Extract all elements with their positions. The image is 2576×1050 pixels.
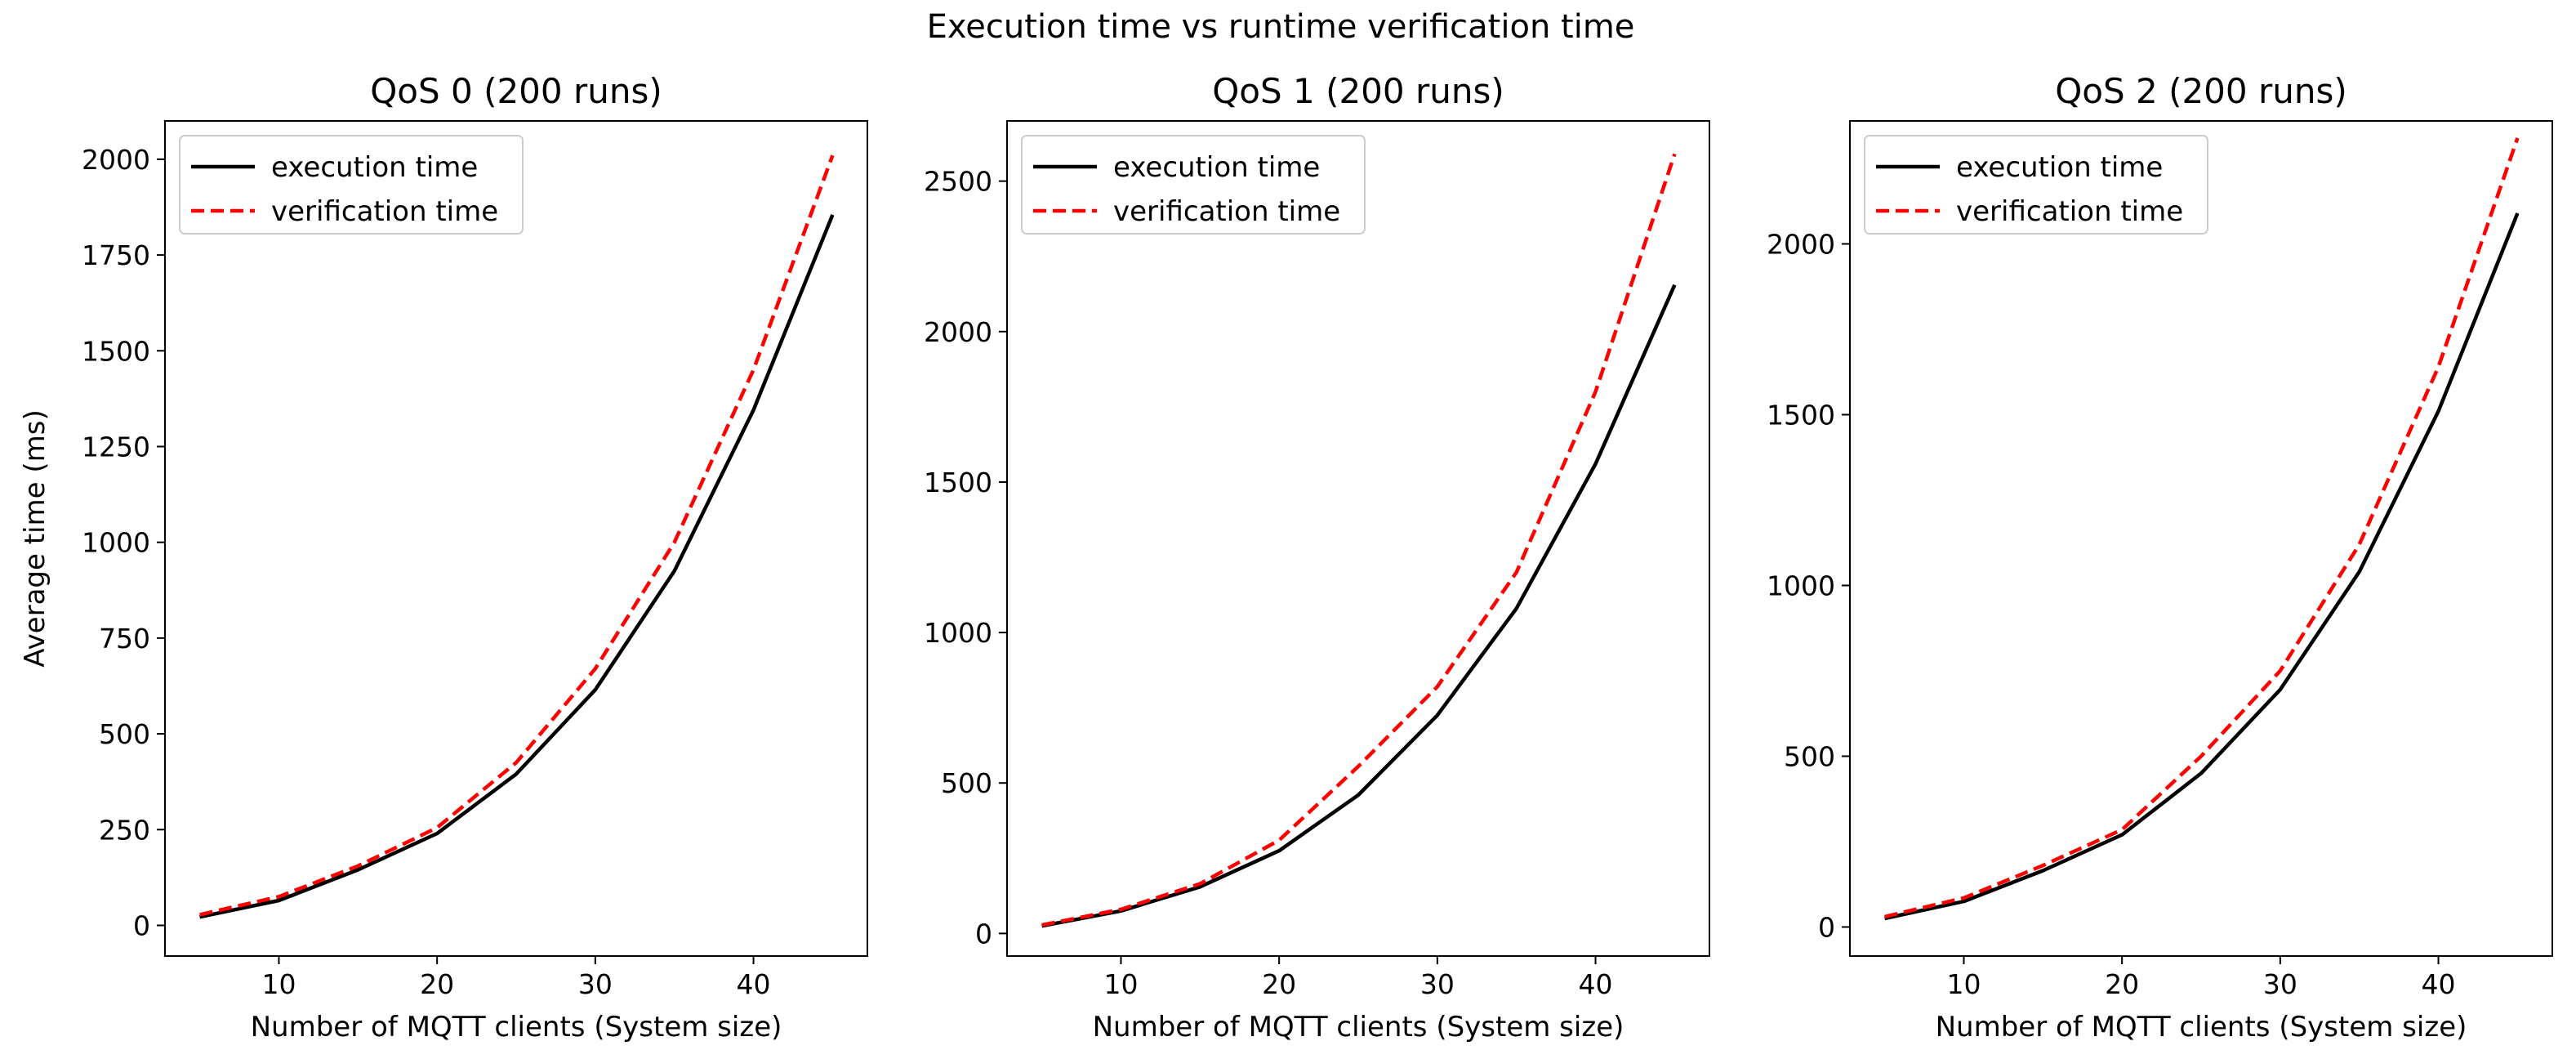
- plot-frame: [1006, 120, 1710, 957]
- x-tick-label: 30: [1420, 968, 1455, 1000]
- x-tick-label: 40: [737, 968, 771, 1000]
- y-axis-label: Average time (ms): [19, 409, 51, 667]
- figure-title: Execution time vs runtime verification t…: [927, 8, 1635, 46]
- x-tick-label: 30: [2263, 968, 2297, 1000]
- y-tick-label: 1250: [82, 431, 150, 462]
- series-line-execution-time: [199, 214, 835, 919]
- y-tick-label: 0: [975, 918, 992, 949]
- x-axis-label: Number of MQTT clients (System size): [251, 1011, 782, 1043]
- legend: execution time verification time: [1864, 135, 2208, 235]
- x-tick-label: 40: [1579, 968, 1613, 1000]
- legend-box: [179, 135, 524, 235]
- series-line-verification-time: [1884, 137, 2520, 919]
- x-tick-label: 10: [261, 968, 296, 1000]
- subplot-1: QoS 0 (200 runs) 10 20 30 40 0 250 500 750 1000 12…: [19, 71, 868, 1043]
- subplot-title: QoS 1 (200 runs): [1212, 71, 1504, 111]
- x-tick-label: 10: [1946, 968, 1981, 1000]
- y-tick-label: 500: [1784, 740, 1835, 772]
- x-tick-label: 30: [578, 968, 613, 1000]
- y-tick-label: 1500: [924, 467, 992, 498]
- legend-box: [1864, 135, 2208, 235]
- y-tick-label: 0: [1818, 911, 1835, 943]
- series-line-execution-time: [1884, 212, 2520, 921]
- y-tick-label: 1750: [82, 239, 150, 271]
- y-tick-label: 2500: [924, 166, 992, 198]
- y-tick-label: 1500: [1767, 399, 1835, 431]
- legend-label: execution time: [1113, 151, 1320, 184]
- x-tick-label: 20: [1262, 968, 1296, 1000]
- legend-label: verification time: [1113, 195, 1340, 228]
- x-tick-label: 40: [2422, 968, 2456, 1000]
- y-tick-label: 250: [99, 814, 150, 846]
- plot-frame: [1849, 120, 2553, 957]
- y-tick-label: 1000: [82, 527, 150, 559]
- y-tick-label: 1500: [82, 335, 150, 367]
- subplot-2: QoS 1 (200 runs) 10 20 30 40 0 500 1000 1500 2000…: [924, 71, 1710, 1043]
- y-tick-label: 0: [133, 909, 150, 941]
- subplot-3: QoS 2 (200 runs) 10 20 30 40 0 500 1000 1500 2000…: [1767, 71, 2553, 1043]
- legend: execution time verification time: [179, 135, 524, 235]
- subplot-title: QoS 2 (200 runs): [2055, 71, 2347, 111]
- legend-label: execution time: [271, 151, 478, 184]
- x-tick-label: 20: [420, 968, 454, 1000]
- x-tick-label: 20: [2105, 968, 2139, 1000]
- y-tick-label: 750: [99, 623, 150, 655]
- series-line-execution-time: [1041, 284, 1677, 928]
- series-line-verification-time: [199, 154, 835, 917]
- series-line-verification-time: [1041, 153, 1677, 927]
- legend-box: [1021, 135, 1366, 235]
- legend-label: execution time: [1956, 151, 2163, 184]
- y-tick-label: 2000: [1767, 228, 1835, 260]
- legend: execution time verification time: [1021, 135, 1366, 235]
- x-axis-label: Number of MQTT clients (System size): [1093, 1011, 1624, 1043]
- y-tick-label: 500: [941, 767, 992, 799]
- x-axis-label: Number of MQTT clients (System size): [1936, 1011, 2467, 1043]
- legend-label: verification time: [271, 195, 498, 228]
- subplot-title: QoS 0 (200 runs): [370, 71, 662, 111]
- x-tick-label: 10: [1103, 968, 1138, 1000]
- y-tick-label: 2000: [82, 144, 150, 176]
- legend-label: verification time: [1956, 195, 2183, 228]
- y-tick-label: 1000: [1767, 570, 1835, 601]
- y-tick-label: 1000: [924, 617, 992, 649]
- plot-frame: [164, 120, 868, 957]
- y-tick-label: 500: [99, 718, 150, 750]
- y-tick-label: 2000: [924, 316, 992, 348]
